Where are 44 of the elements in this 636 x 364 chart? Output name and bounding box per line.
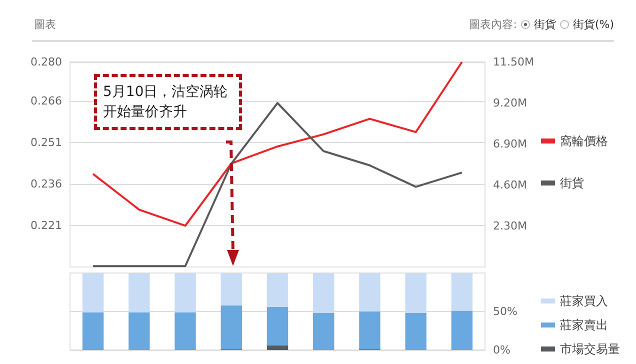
legend-label: 街貨: [560, 176, 584, 190]
bar: [313, 313, 334, 350]
legend-label: 莊家買入: [560, 294, 608, 308]
line-series: [92, 61, 463, 227]
bar: [313, 273, 334, 314]
bar: [174, 312, 196, 350]
bar: [266, 345, 288, 350]
y-tick-label: 0.221: [30, 218, 62, 232]
y-tick-label: 50%: [493, 305, 518, 318]
annotation: 5月10日，沽空涡轮开始量价齐升: [103, 84, 228, 120]
line-series: [92, 102, 463, 268]
bar: [220, 305, 242, 350]
bar: [82, 273, 104, 312]
y2-tick-label: 4.60M: [493, 178, 527, 192]
bar: [359, 312, 380, 350]
callout-box: 5月10日，沽空涡轮开始量价齐升: [94, 74, 242, 130]
y2-tick-label: 2.30M: [493, 220, 527, 232]
bar: [174, 273, 196, 312]
bar: [82, 312, 104, 350]
text: 圖表內容:: [469, 17, 517, 32]
legend-label: 莊家賣出: [560, 318, 608, 332]
bar: [359, 273, 380, 312]
text: 街貨(%): [572, 17, 614, 32]
bar: [266, 273, 288, 307]
bar: [128, 312, 150, 350]
chart-title: 圖表: [34, 17, 56, 32]
bar: [451, 273, 473, 311]
bar: [405, 273, 426, 314]
legend-label: 市場交易量: [560, 342, 620, 356]
bar: [220, 273, 242, 306]
legend-label: 窩輪價格: [560, 134, 608, 148]
y-tick-label: 0%: [493, 344, 510, 356]
y2-tick-label: 11.50M: [493, 56, 534, 68]
y-tick-label: 0.251: [30, 136, 62, 149]
bar: [451, 310, 473, 350]
y-tick-label: 0.266: [30, 94, 62, 108]
text: 街貨: [534, 17, 556, 32]
y2-tick-label: 6.90M: [493, 138, 527, 150]
bar: [266, 306, 288, 346]
y-tick-label: 0.280: [30, 56, 62, 68]
bar: [405, 313, 426, 350]
y-tick-label: 0.236: [30, 177, 62, 190]
bar: [128, 273, 150, 312]
y2-tick-label: 9.20M: [493, 96, 527, 110]
